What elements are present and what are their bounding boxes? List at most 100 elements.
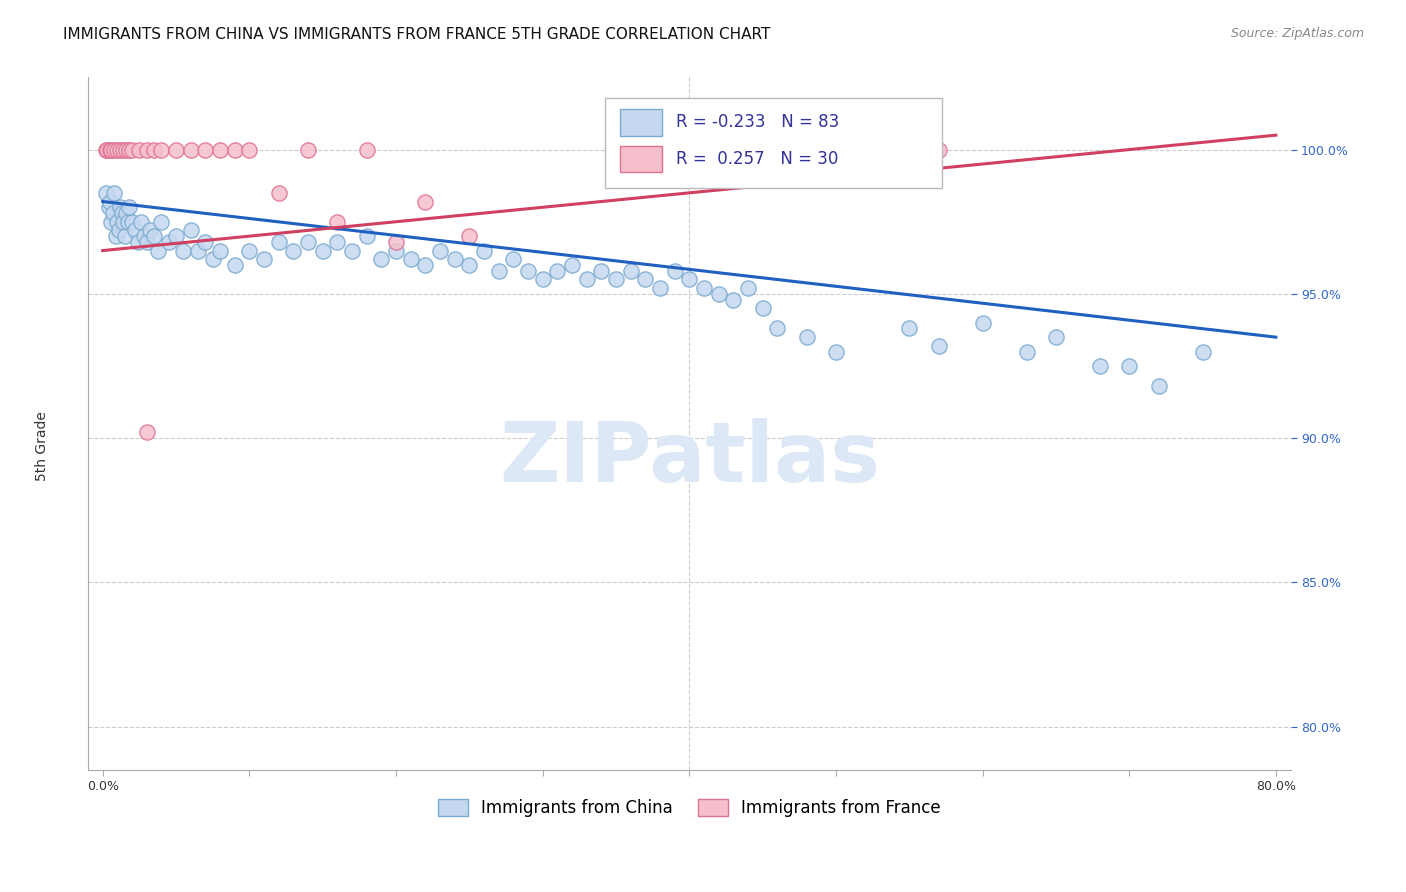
Point — [165, 229, 187, 244]
Point — [96, 143, 118, 157]
Point — [194, 143, 217, 157]
Point — [1191, 344, 1213, 359]
Text: ZIPatlas: ZIPatlas — [499, 417, 880, 499]
Point — [135, 235, 157, 249]
Point — [707, 286, 730, 301]
Point — [311, 244, 333, 258]
Point — [94, 186, 117, 200]
Point — [267, 235, 290, 249]
Point — [110, 200, 132, 214]
Point — [201, 252, 224, 267]
Point — [150, 215, 173, 229]
Point — [575, 272, 598, 286]
Point — [488, 264, 510, 278]
Point — [100, 215, 122, 229]
Text: IMMIGRANTS FROM CHINA VS IMMIGRANTS FROM FRANCE 5TH GRADE CORRELATION CHART: IMMIGRANTS FROM CHINA VS IMMIGRANTS FROM… — [63, 27, 770, 42]
Point — [825, 344, 848, 359]
Point — [128, 143, 150, 157]
Point — [413, 194, 436, 209]
Point — [118, 200, 141, 214]
Point — [326, 215, 349, 229]
Point — [737, 281, 759, 295]
Point — [972, 316, 994, 330]
Point — [546, 264, 568, 278]
Point — [108, 223, 131, 237]
Point — [208, 143, 231, 157]
Point — [693, 281, 716, 295]
Point — [187, 244, 209, 258]
Point — [723, 293, 745, 307]
Point — [928, 339, 950, 353]
Point — [458, 258, 481, 272]
Point — [517, 264, 540, 278]
Point — [112, 215, 135, 229]
Point — [1118, 359, 1140, 373]
Point — [591, 264, 613, 278]
Point — [143, 143, 166, 157]
Legend: Immigrants from China, Immigrants from France: Immigrants from China, Immigrants from F… — [432, 792, 948, 824]
Point — [413, 258, 436, 272]
Point — [238, 244, 260, 258]
Text: Source: ZipAtlas.com: Source: ZipAtlas.com — [1230, 27, 1364, 40]
Point — [356, 229, 378, 244]
Point — [129, 215, 152, 229]
Point — [121, 215, 143, 229]
Point — [100, 143, 122, 157]
Point — [678, 272, 700, 286]
Point — [121, 143, 143, 157]
Point — [898, 321, 921, 335]
Point — [472, 244, 495, 258]
Point — [111, 206, 134, 220]
FancyBboxPatch shape — [620, 110, 662, 136]
Point — [115, 143, 138, 157]
Point — [297, 143, 319, 157]
Point — [356, 143, 378, 157]
Point — [1088, 359, 1111, 373]
Point — [105, 143, 128, 157]
Point — [648, 281, 671, 295]
Point — [194, 235, 217, 249]
Point — [751, 143, 773, 157]
Point — [101, 206, 124, 220]
Point — [664, 264, 686, 278]
Point — [165, 143, 187, 157]
Point — [180, 143, 202, 157]
Point — [172, 244, 194, 258]
Point — [117, 215, 139, 229]
Point — [138, 223, 160, 237]
Point — [112, 143, 135, 157]
Point — [605, 272, 627, 286]
Point — [97, 200, 120, 214]
Point — [110, 143, 132, 157]
Point — [132, 229, 155, 244]
Point — [143, 229, 166, 244]
Point — [118, 143, 141, 157]
Point — [115, 206, 138, 220]
FancyBboxPatch shape — [620, 146, 662, 172]
Point — [458, 229, 481, 244]
Point — [385, 235, 408, 249]
Point — [208, 244, 231, 258]
Point — [180, 223, 202, 237]
Point — [98, 194, 121, 209]
Point — [385, 244, 408, 258]
Point — [531, 272, 554, 286]
Point — [224, 143, 246, 157]
Point — [297, 235, 319, 249]
Point — [114, 229, 136, 244]
Text: R =  0.257   N = 30: R = 0.257 N = 30 — [676, 150, 838, 169]
Point — [340, 244, 363, 258]
Point — [443, 252, 465, 267]
Point — [127, 235, 149, 249]
Point — [103, 143, 125, 157]
Point — [253, 252, 276, 267]
Point — [105, 215, 128, 229]
Point — [124, 223, 146, 237]
Point — [104, 229, 127, 244]
Point — [98, 143, 121, 157]
Point — [561, 258, 583, 272]
Point — [620, 264, 643, 278]
Point — [135, 143, 157, 157]
Point — [326, 235, 349, 249]
Point — [399, 252, 422, 267]
